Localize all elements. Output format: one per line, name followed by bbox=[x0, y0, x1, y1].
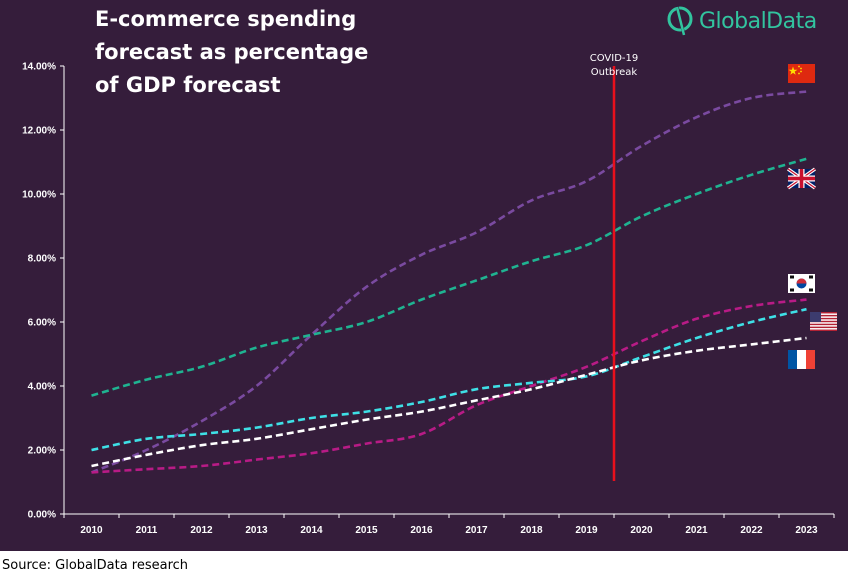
y-tick-label: 10.00% bbox=[22, 190, 56, 201]
x-tick-label: 2014 bbox=[300, 525, 323, 536]
x-tick-label: 2011 bbox=[136, 525, 158, 536]
china-flag-icon bbox=[788, 64, 815, 83]
x-tick-label: 2018 bbox=[520, 525, 543, 536]
united-states-flag-icon bbox=[810, 312, 837, 331]
x-tick-label: 2019 bbox=[575, 525, 598, 536]
y-tick-label: 2.00% bbox=[28, 446, 56, 457]
series-line-united-states bbox=[91, 307, 807, 452]
y-tick-label: 12.00% bbox=[22, 126, 56, 137]
chart-title-line-3: of GDP forecast bbox=[95, 73, 281, 97]
flag-legend bbox=[786, 64, 837, 369]
series-line-south-korea bbox=[91, 298, 807, 474]
x-tick-label: 2016 bbox=[410, 525, 433, 536]
covid-annotation: COVID-19 Outbreak bbox=[590, 53, 639, 481]
x-tick-label: 2021 bbox=[685, 525, 708, 536]
globaldata-logo-text: GlobalData bbox=[699, 8, 817, 34]
covid-annotation-label: COVID-19 bbox=[590, 53, 639, 64]
x-tick-label: 2023 bbox=[795, 525, 818, 536]
x-tick-label: 2012 bbox=[190, 525, 213, 536]
chart-axes: 0.00% 2.00% 4.00% 6.00% 8.00% 10.00% 12.00% 14.… bbox=[22, 62, 835, 536]
chart-title-line-1: E-commerce spending bbox=[95, 7, 357, 31]
y-tick-label: 4.00% bbox=[28, 382, 56, 393]
source-note: Source: GlobalData research bbox=[2, 558, 189, 573]
y-tick-label: 8.00% bbox=[28, 254, 56, 265]
y-tick-label: 14.00% bbox=[22, 62, 56, 73]
x-tick-label: 2015 bbox=[355, 525, 378, 536]
x-tick-label: 2022 bbox=[740, 525, 763, 536]
south-korea-flag-icon bbox=[788, 274, 815, 293]
x-tick-label: 2017 bbox=[465, 525, 488, 536]
series-line-china bbox=[91, 90, 807, 474]
x-tick-label: 2010 bbox=[80, 525, 103, 536]
globaldata-logo: GlobalData bbox=[665, 4, 817, 38]
series-line-france bbox=[91, 336, 807, 468]
y-tick-label: 0.00% bbox=[28, 510, 56, 521]
france-flag-icon bbox=[788, 350, 815, 369]
series-layer bbox=[91, 90, 807, 474]
united-kingdom-flag-icon bbox=[786, 167, 817, 190]
globaldata-logo-icon bbox=[667, 5, 693, 36]
line-chart: 0.00% 2.00% 4.00% 6.00% 8.00% 10.00% 12.00% 14.… bbox=[22, 53, 837, 536]
series-line-united-kingdom bbox=[91, 157, 807, 397]
x-tick-label: 2020 bbox=[630, 525, 653, 536]
y-tick-label: 6.00% bbox=[28, 318, 56, 329]
chart-panel bbox=[0, 0, 848, 551]
x-tick-label: 2013 bbox=[245, 525, 268, 536]
covid-annotation-label: Outbreak bbox=[591, 67, 638, 78]
chart-title-line-2: forecast as percentage bbox=[95, 40, 369, 64]
